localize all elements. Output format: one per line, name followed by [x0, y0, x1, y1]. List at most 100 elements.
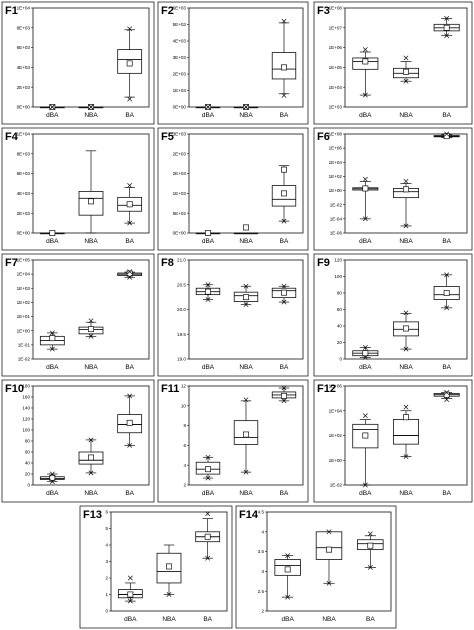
outlier-marker	[127, 96, 133, 102]
mean-marker	[88, 198, 94, 205]
box-ba	[271, 18, 297, 98]
extra-point	[281, 166, 287, 173]
outlier-marker	[362, 216, 368, 222]
mean-marker	[362, 432, 369, 439]
y-tick-label: 2E+03	[173, 151, 187, 156]
box-nba	[78, 318, 104, 339]
panel-f2: F2 0E+00 1E+03 2E+03 3E+03 4E+03 5E+03 6E+03 dBA…	[157, 1, 309, 125]
mean-marker	[281, 64, 287, 71]
y-tick-label: 5E+02	[173, 211, 187, 216]
category-label: dBA	[46, 364, 59, 371]
y-tick-label: 1E-02	[18, 357, 31, 362]
outlier-marker	[281, 398, 287, 404]
box-dba	[352, 47, 379, 98]
outlier-marker	[49, 346, 55, 352]
y-tick-label: 10	[181, 403, 187, 408]
box-dba	[352, 176, 379, 222]
y-tick-label: 1E+08	[329, 132, 343, 137]
y-tick-label: 140	[22, 406, 30, 411]
outlier-marker	[127, 183, 133, 188]
y-tick-label: 1E+05	[17, 258, 31, 263]
mean-marker	[243, 294, 249, 301]
box-nba	[78, 104, 104, 110]
mean-marker	[243, 431, 249, 438]
y-tick-label: 19.0	[177, 357, 186, 362]
mean-marker	[126, 270, 133, 277]
y-tick-label: 12	[181, 384, 187, 389]
plot-area	[344, 7, 468, 108]
panel-f4: F4 0E+00 2E+03 4E+03 6E+03 8E+03 1E+04 dBA NBA BA	[1, 127, 155, 251]
outlier-marker	[127, 598, 133, 604]
box-ba	[433, 390, 460, 403]
y-tick-label: 8E+03	[17, 25, 31, 30]
y-tick-label: 1E+04	[17, 132, 31, 137]
box-nba	[392, 55, 420, 84]
y-tick-label: 1E+06	[329, 146, 343, 151]
panel-title: F1	[5, 5, 18, 17]
category-label: dBA	[46, 490, 59, 497]
box-nba	[233, 224, 259, 235]
category-label: BA	[125, 238, 134, 245]
y-tick-label: 3E+03	[173, 55, 187, 60]
category-label: NBA	[322, 616, 336, 623]
mean-marker	[49, 335, 56, 342]
y-tick-label: 40	[25, 461, 31, 466]
box-ba	[195, 511, 221, 561]
category-label: BA	[366, 616, 375, 623]
outlier-marker	[281, 283, 287, 289]
plot-area	[32, 259, 150, 360]
panel-title: F10	[5, 383, 24, 395]
outlier-marker	[127, 393, 133, 399]
y-tick-label: 1E+04	[17, 6, 31, 11]
category-label: BA	[280, 364, 289, 371]
outlier-marker	[127, 442, 133, 448]
y-tick-label: 1E+00	[329, 188, 343, 193]
mean-marker	[281, 190, 287, 197]
category-label: NBA	[239, 364, 253, 371]
outlier-marker	[403, 346, 409, 352]
panel-title: F11	[161, 383, 179, 395]
box-ba	[433, 131, 460, 140]
panel-f1: F1 0E+00 2E+03 4E+03 6E+03 8E+03 1E+04 dBA NBA BA	[1, 1, 155, 125]
category-label: dBA	[359, 364, 372, 371]
category-label: BA	[442, 112, 451, 119]
box-dba	[39, 330, 65, 352]
panel-f7: F7 1E-02 1E-01 1E+00 1E+01 1E+02 1E+03 1E+04 1E+…	[1, 253, 155, 377]
panel-title: F14	[239, 509, 259, 521]
y-tick-label: 2.5	[258, 589, 265, 594]
outlier-marker	[326, 529, 332, 535]
outlier-marker	[362, 47, 368, 52]
box-dba	[39, 230, 65, 236]
y-tick-label: 6	[105, 510, 108, 515]
box-ba	[357, 531, 384, 570]
mean-marker	[443, 24, 450, 31]
category-label: BA	[280, 112, 289, 119]
outlier-marker	[444, 397, 450, 403]
outlier-marker	[403, 454, 409, 459]
mean-marker	[127, 591, 134, 598]
mean-marker	[126, 419, 133, 426]
outlier-marker	[205, 104, 211, 110]
category-label: NBA	[84, 490, 98, 497]
y-tick-label: 60	[25, 450, 31, 455]
category-label: NBA	[239, 238, 253, 245]
category-label: NBA	[399, 490, 413, 497]
mean-marker	[403, 414, 409, 421]
box-dba	[352, 345, 379, 360]
box-dba	[274, 553, 301, 600]
y-tick-label: 6E+03	[17, 171, 31, 176]
plot-area	[32, 385, 150, 486]
category-label: dBA	[359, 112, 372, 119]
y-tick-label: 1E+08	[329, 6, 343, 11]
outlier-marker	[367, 531, 373, 537]
y-tick-label: 1E-04	[330, 216, 343, 221]
panel-f14: F14 2 2.5 3 3.5 4 4.5 dBA NBA BA	[235, 505, 397, 629]
y-tick-label: 160	[22, 395, 30, 400]
y-tick-label: 8	[183, 423, 186, 428]
outlier-marker	[88, 333, 94, 339]
category-label: dBA	[359, 490, 372, 497]
outlier-marker	[243, 397, 249, 403]
mean-marker	[403, 186, 409, 193]
mean-marker	[284, 566, 291, 573]
